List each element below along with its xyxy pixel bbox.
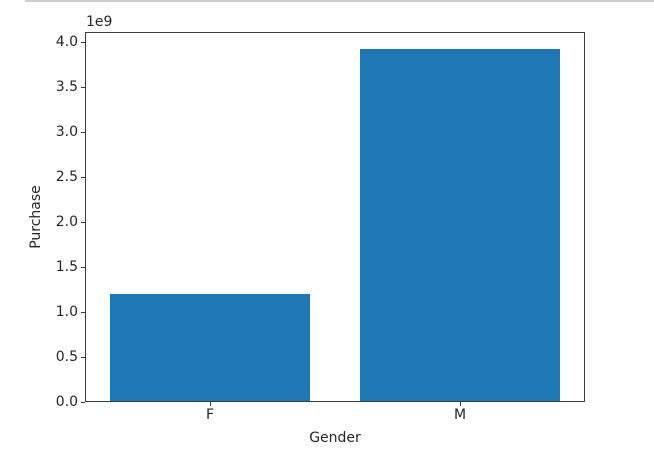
y-tick-label: 0.5: [55, 349, 78, 365]
y-tick-label: 3.5: [55, 79, 78, 95]
bar-F: [110, 294, 310, 401]
y-tick-mark: [81, 402, 85, 403]
y-tick-label: 0.0: [55, 394, 78, 410]
x-tick-label: F: [205, 407, 215, 423]
x-tick-mark: [210, 402, 211, 406]
x-axis-label: Gender: [309, 430, 361, 446]
y-tick-label: 1.5: [55, 259, 78, 275]
x-tick-mark: [460, 402, 461, 406]
x-tick-label: M: [453, 407, 467, 423]
y-tick-mark: [81, 87, 85, 88]
y-tick-mark: [81, 177, 85, 178]
y-tick-label: 2.0: [55, 214, 78, 230]
y-tick-mark: [81, 312, 85, 313]
y-axis-offset-text: 1e9: [86, 14, 113, 30]
y-tick-label: 2.5: [55, 169, 78, 185]
y-tick-label: 4.0: [55, 34, 78, 50]
y-tick-label: 3.0: [55, 124, 78, 140]
y-tick-label: 1.0: [55, 304, 78, 320]
plot-area: [85, 32, 585, 402]
y-tick-mark: [81, 42, 85, 43]
top-divider: [25, 0, 654, 2]
y-tick-mark: [81, 132, 85, 133]
y-tick-mark: [81, 357, 85, 358]
bar-M: [360, 49, 560, 401]
y-tick-mark: [81, 267, 85, 268]
y-tick-mark: [81, 222, 85, 223]
